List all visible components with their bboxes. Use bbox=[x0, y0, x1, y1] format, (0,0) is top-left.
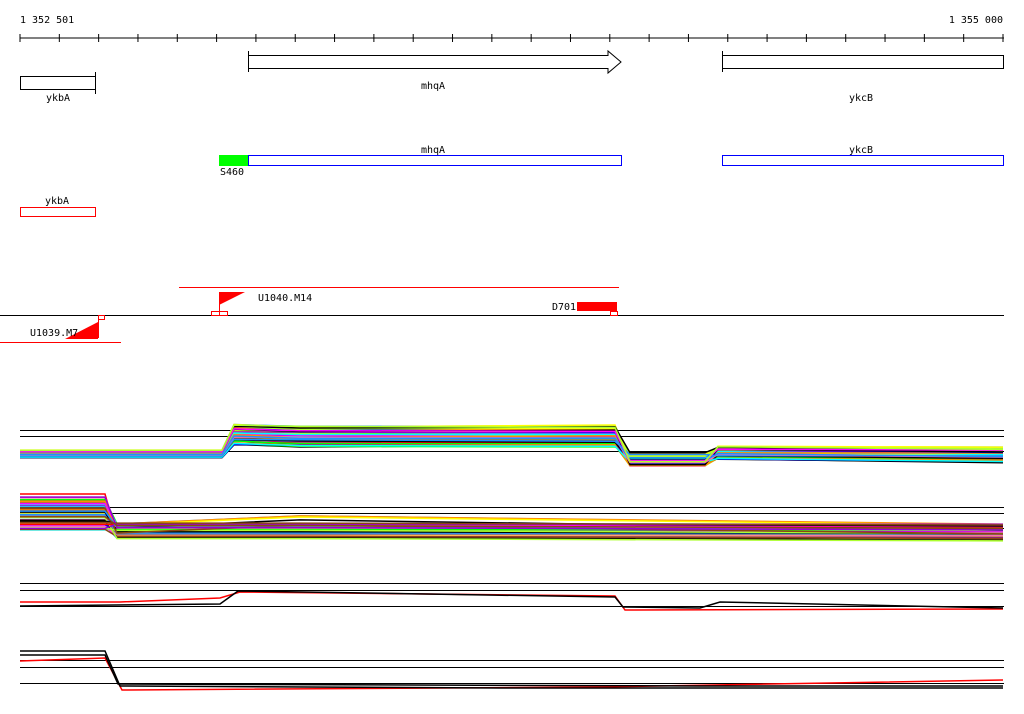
axis-ticks bbox=[19, 34, 1004, 42]
expression-profile bbox=[20, 528, 1004, 539]
expression-profile bbox=[20, 424, 1004, 463]
transcript-ykcB[interactable]: ykcB bbox=[722, 145, 1004, 166]
expression-profile bbox=[20, 515, 1004, 530]
expression-profile bbox=[20, 591, 1004, 611]
upshift-U1040.M14[interactable]: U1040.M14 bbox=[211, 292, 313, 316]
downshift-D701[interactable]: D701 bbox=[552, 302, 618, 316]
expression-profile bbox=[20, 521, 1004, 526]
axis-end-label: 1 355 000 bbox=[949, 15, 1003, 26]
transcript-mhqA[interactable]: mhqA bbox=[248, 145, 622, 166]
gene-label: mhqA bbox=[421, 81, 445, 92]
expression-profile bbox=[20, 435, 1004, 461]
gene-ykcB[interactable]: ykcB bbox=[722, 51, 1004, 104]
transcript-label: ykcB bbox=[849, 145, 873, 156]
downshift-label: D701 bbox=[552, 302, 576, 313]
expression-profile bbox=[20, 650, 1003, 689]
expression-profile bbox=[19, 590, 1004, 609]
upshift-U1039.M7[interactable]: U1039.M7 bbox=[30, 315, 105, 340]
expression-profile bbox=[20, 654, 1003, 687]
expression-profile bbox=[20, 428, 1004, 462]
start-site-marker[interactable] bbox=[219, 155, 248, 166]
gene-label: ykbA bbox=[46, 93, 70, 104]
axis-start-label: 1 352 501 bbox=[20, 15, 74, 26]
transcript-label: ykbA bbox=[45, 196, 69, 207]
expression-profile bbox=[20, 496, 1004, 531]
gene-label: ykcB bbox=[849, 93, 873, 104]
expression-profile bbox=[20, 442, 1004, 463]
transcript-label: mhqA bbox=[421, 145, 445, 156]
gene-mhqA[interactable]: mhqA bbox=[248, 49, 622, 92]
gene-ykbA[interactable]: ykbA bbox=[20, 72, 96, 104]
expression-tracks bbox=[19, 423, 1004, 691]
upshift-label: U1039.M7 bbox=[30, 328, 78, 339]
start-site-label: S460 bbox=[220, 167, 244, 178]
expression-profile bbox=[19, 657, 1004, 691]
transcript-ykbA[interactable]: ykbA bbox=[20, 196, 96, 217]
expression-profile bbox=[20, 516, 1004, 542]
upshift-label: U1040.M14 bbox=[258, 293, 312, 304]
